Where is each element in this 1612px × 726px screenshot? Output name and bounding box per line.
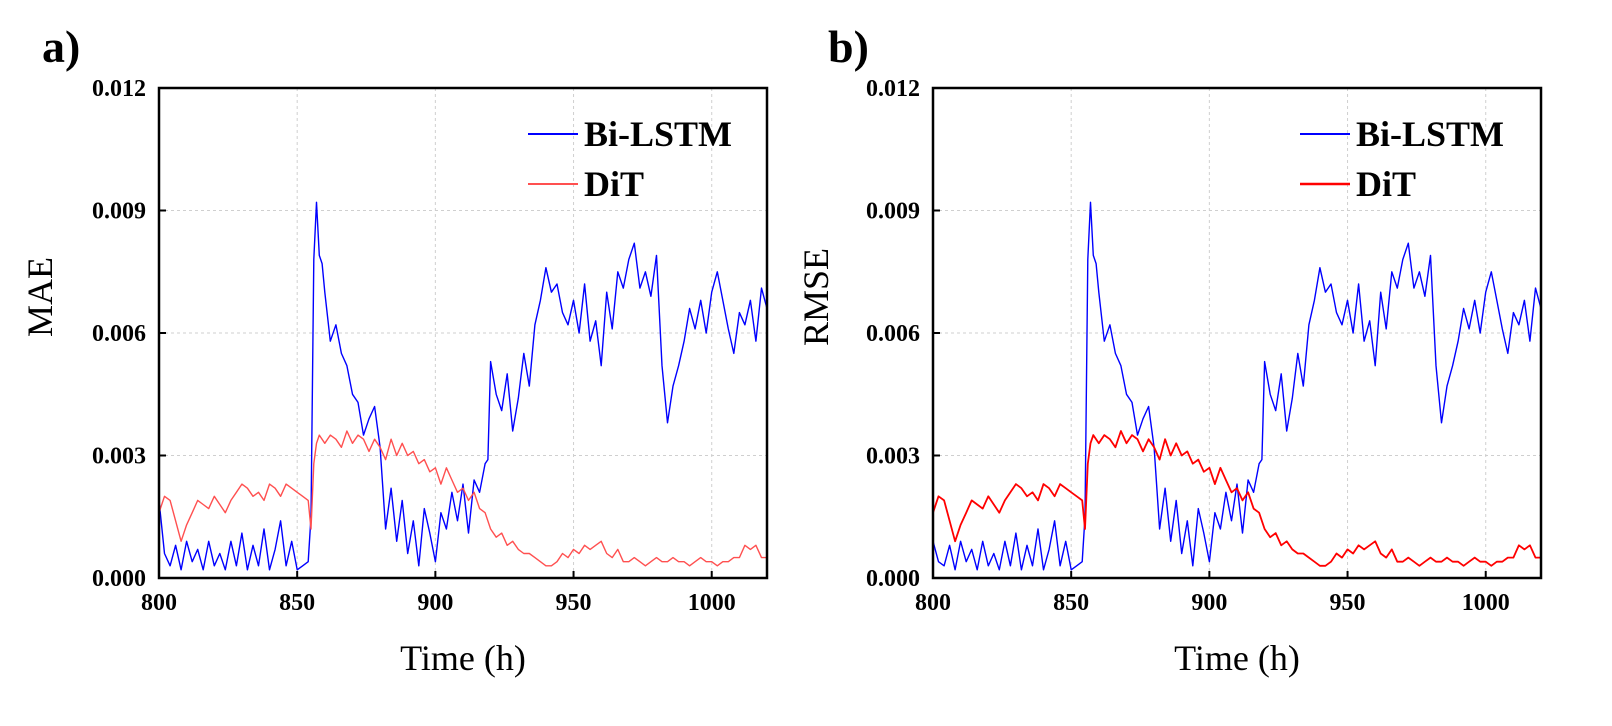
x-axis-label-mae: Time (h) [400,638,526,678]
legend-mae: Bi-LSTM DiT [528,114,732,204]
y-axis-label-mae: MAE [20,257,60,337]
x-axis-label-rmse: Time (h) [1174,638,1300,678]
y-tick-label: 0.012 [92,76,146,102]
grid-rmse [932,87,1541,579]
panel-mae: a) 800 850 900 950 1000 0.000 0.003 0.006 0.009 0… [20,21,769,678]
legend-label-bilstm: Bi-LSTM [584,114,732,154]
ticks-rmse: 800 850 900 950 1000 0.000 0.003 0.006 0.009 0.01… [866,76,1510,616]
y-tick-label: 0.009 [92,199,146,225]
x-tick-label: 900 [1191,590,1227,616]
ticks-mae: 800 850 900 950 1000 0.000 0.003 0.006 0.009 0.01… [92,76,736,616]
y-axis-label-rmse: RMSE [796,248,836,346]
y-tick-label: 0.000 [92,566,146,592]
y-tick-label: 0.006 [866,321,920,347]
legend-label-dit: DiT [584,164,644,204]
series-group-rmse [932,201,1542,571]
x-tick-label: 950 [1330,590,1366,616]
y-tick-label: 0.003 [866,444,920,470]
x-tick-label: 1000 [1462,590,1510,616]
panel-rmse: b) 800 850 900 950 1000 0.000 0.003 0.006 0.009 0… [796,21,1543,678]
y-tick-label: 0.009 [866,199,920,225]
series-line-dit-rmse [932,430,1541,567]
y-tick-label: 0.012 [866,76,920,102]
x-tick-label: 900 [417,590,453,616]
x-tick-label: 850 [1053,590,1089,616]
y-tick-label: 0.000 [866,566,920,592]
x-tick-label: 800 [141,590,177,616]
legend-rmse: Bi-LSTM DiT [1300,114,1504,204]
y-tick-label: 0.006 [92,321,146,347]
x-tick-label: 950 [556,590,592,616]
legend-label-bilstm: Bi-LSTM [1356,114,1504,154]
y-tick-label: 0.003 [92,444,146,470]
grid-mae [158,87,767,579]
panel-label-a: a) [42,21,80,72]
legend-label-dit: DiT [1356,164,1416,204]
series-line-bi-lstm-mae [158,201,768,571]
series-line-dit-mae [158,430,767,567]
panel-label-b: b) [828,21,869,72]
x-tick-label: 800 [915,590,951,616]
x-tick-label: 850 [279,590,315,616]
series-line-bi-lstm-rmse [932,201,1542,571]
series-group-mae [158,201,768,571]
x-tick-label: 1000 [688,590,736,616]
